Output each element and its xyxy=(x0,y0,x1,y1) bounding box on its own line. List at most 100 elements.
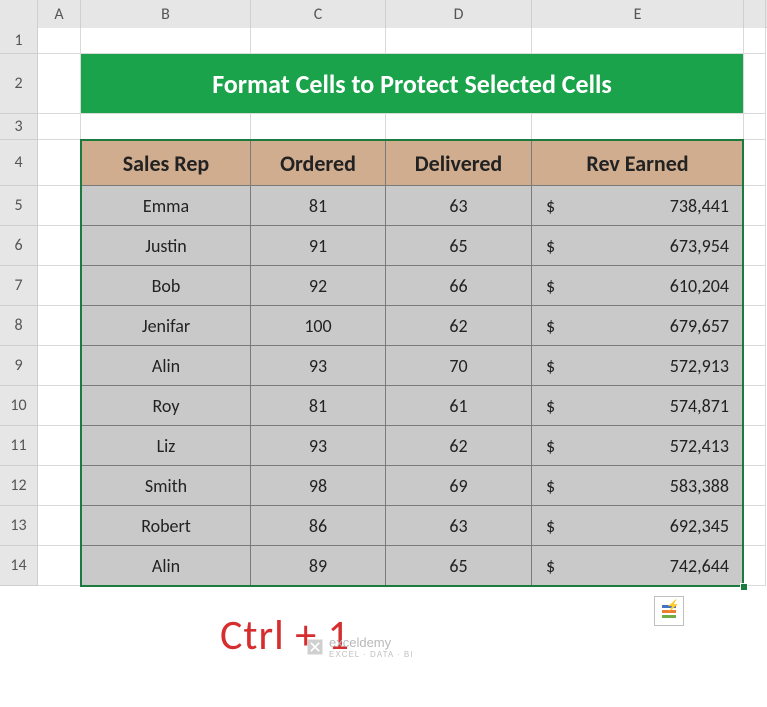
row-header-13[interactable]: 13 xyxy=(0,506,38,546)
cell-A6[interactable] xyxy=(38,226,81,266)
cell-ordered[interactable]: 92 xyxy=(251,266,386,306)
cell-rep[interactable]: Robert xyxy=(81,506,251,546)
cell-ordered[interactable]: 93 xyxy=(251,346,386,386)
cell-D1[interactable] xyxy=(386,28,532,54)
cell-delivered[interactable]: 65 xyxy=(386,226,532,266)
cell-rev[interactable]: $692,345 xyxy=(532,506,744,546)
cell-ordered[interactable]: 81 xyxy=(251,186,386,226)
cell-F6[interactable] xyxy=(744,226,766,266)
selection-handle[interactable] xyxy=(740,583,748,591)
cell-rep[interactable]: Roy xyxy=(81,386,251,426)
cell-delivered[interactable]: 69 xyxy=(386,466,532,506)
select-all-corner[interactable] xyxy=(0,0,38,28)
cell-delivered[interactable]: 66 xyxy=(386,266,532,306)
cell-rev[interactable]: $574,871 xyxy=(532,386,744,426)
cell-F5[interactable] xyxy=(744,186,766,226)
row-header-11[interactable]: 11 xyxy=(0,426,38,466)
cell-rev[interactable]: $679,657 xyxy=(532,306,744,346)
cell-C1[interactable] xyxy=(251,28,386,54)
cell-delivered[interactable]: 61 xyxy=(386,386,532,426)
cell-rev[interactable]: $742,644 xyxy=(532,546,744,586)
cell-A2[interactable] xyxy=(38,54,81,114)
cell-rep[interactable]: Alin xyxy=(81,346,251,386)
row-header-14[interactable]: 14 xyxy=(0,546,38,586)
cell-rep[interactable]: Emma xyxy=(81,186,251,226)
cell-delivered[interactable]: 63 xyxy=(386,186,532,226)
cell-ordered[interactable]: 93 xyxy=(251,426,386,466)
cell-rev[interactable]: $610,204 xyxy=(532,266,744,306)
col-header-E[interactable]: E xyxy=(532,0,744,28)
cell-delivered[interactable]: 70 xyxy=(386,346,532,386)
cell-A4[interactable] xyxy=(38,140,81,186)
cell-A7[interactable] xyxy=(38,266,81,306)
cell-ordered[interactable]: 100 xyxy=(251,306,386,346)
col-header-A[interactable]: A xyxy=(38,0,81,28)
row-header-1[interactable]: 1 xyxy=(0,28,38,54)
cell-rev[interactable]: $583,388 xyxy=(532,466,744,506)
cell-A5[interactable] xyxy=(38,186,81,226)
cell-rep[interactable]: Justin xyxy=(81,226,251,266)
cell-ordered[interactable]: 86 xyxy=(251,506,386,546)
row-header-3[interactable]: 3 xyxy=(0,114,38,140)
cell-ordered[interactable]: 81 xyxy=(251,386,386,426)
cell-rep[interactable]: Alin xyxy=(81,546,251,586)
cell-delivered[interactable]: 63 xyxy=(386,506,532,546)
cell-C3[interactable] xyxy=(251,114,386,140)
cell-A14[interactable] xyxy=(38,546,81,586)
cell-A11[interactable] xyxy=(38,426,81,466)
row-header-5[interactable]: 5 xyxy=(0,186,38,226)
header-delivered[interactable]: Delivered xyxy=(386,140,532,186)
cell-E3[interactable] xyxy=(532,114,744,140)
row-header-2[interactable]: 2 xyxy=(0,54,38,114)
header-ordered[interactable]: Ordered xyxy=(251,140,386,186)
quick-analysis-button[interactable]: ⚡ xyxy=(654,596,684,626)
row-header-8[interactable]: 8 xyxy=(0,306,38,346)
cell-F13[interactable] xyxy=(744,506,766,546)
cell-A10[interactable] xyxy=(38,386,81,426)
cell-F8[interactable] xyxy=(744,306,766,346)
row-header-9[interactable]: 9 xyxy=(0,346,38,386)
cell-A13[interactable] xyxy=(38,506,81,546)
cell-rev[interactable]: $572,413 xyxy=(532,426,744,466)
cell-F14[interactable] xyxy=(744,546,766,586)
cell-B3[interactable] xyxy=(81,114,251,140)
cell-delivered[interactable]: 62 xyxy=(386,426,532,466)
cell-rep[interactable]: Smith xyxy=(81,466,251,506)
col-header-D[interactable]: D xyxy=(386,0,532,28)
col-header-B[interactable]: B xyxy=(81,0,251,28)
title-banner[interactable]: Format Cells to Protect Selected Cells xyxy=(81,54,744,114)
col-header-F[interactable] xyxy=(744,0,766,28)
cell-F1[interactable] xyxy=(744,28,766,54)
cell-F9[interactable] xyxy=(744,346,766,386)
cell-rev[interactable]: $738,441 xyxy=(532,186,744,226)
header-rev-earned[interactable]: Rev Earned xyxy=(532,140,744,186)
cell-E1[interactable] xyxy=(532,28,744,54)
cell-rep[interactable]: Liz xyxy=(81,426,251,466)
cell-rev[interactable]: $673,954 xyxy=(532,226,744,266)
cell-A9[interactable] xyxy=(38,346,81,386)
row-header-4[interactable]: 4 xyxy=(0,140,38,186)
cell-F7[interactable] xyxy=(744,266,766,306)
cell-D3[interactable] xyxy=(386,114,532,140)
header-sales-rep[interactable]: Sales Rep xyxy=(81,140,251,186)
cell-F3[interactable] xyxy=(744,114,766,140)
cell-F10[interactable] xyxy=(744,386,766,426)
cell-F12[interactable] xyxy=(744,466,766,506)
cell-delivered[interactable]: 65 xyxy=(386,546,532,586)
cell-A1[interactable] xyxy=(38,28,81,54)
cell-F4[interactable] xyxy=(744,140,766,186)
col-header-C[interactable]: C xyxy=(251,0,386,28)
cell-A12[interactable] xyxy=(38,466,81,506)
cell-F11[interactable] xyxy=(744,426,766,466)
cell-delivered[interactable]: 62 xyxy=(386,306,532,346)
row-header-6[interactable]: 6 xyxy=(0,226,38,266)
cell-F2[interactable] xyxy=(744,54,766,114)
row-header-12[interactable]: 12 xyxy=(0,466,38,506)
row-header-10[interactable]: 10 xyxy=(0,386,38,426)
cell-A3[interactable] xyxy=(38,114,81,140)
cell-ordered[interactable]: 98 xyxy=(251,466,386,506)
cell-rep[interactable]: Bob xyxy=(81,266,251,306)
cell-B1[interactable] xyxy=(81,28,251,54)
cell-rev[interactable]: $572,913 xyxy=(532,346,744,386)
cell-rep[interactable]: Jenifar xyxy=(81,306,251,346)
